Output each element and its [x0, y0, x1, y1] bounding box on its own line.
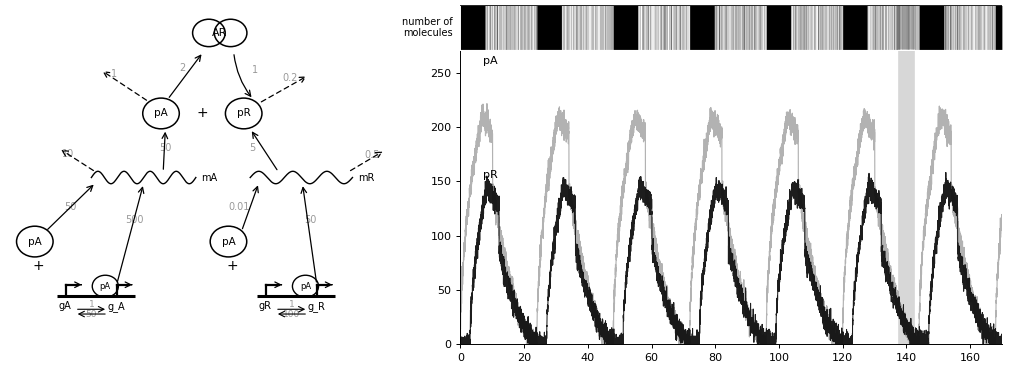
Text: gA: gA — [58, 301, 71, 311]
Text: pA: pA — [482, 56, 496, 66]
Text: 0.5: 0.5 — [364, 150, 380, 160]
Text: pA: pA — [154, 108, 168, 119]
Text: number of
molecules: number of molecules — [401, 16, 452, 38]
Text: 100: 100 — [283, 310, 300, 319]
Text: 1: 1 — [111, 69, 117, 79]
Text: +: + — [225, 259, 238, 273]
Text: 1: 1 — [252, 65, 258, 75]
Text: 50: 50 — [86, 310, 97, 319]
Text: pA: pA — [299, 282, 310, 291]
Text: +: + — [196, 107, 208, 120]
Text: +: + — [32, 259, 44, 273]
Text: 10: 10 — [62, 149, 74, 158]
Text: 5: 5 — [249, 143, 255, 153]
Text: AR: AR — [212, 28, 227, 38]
Text: 1: 1 — [288, 300, 294, 309]
Text: pA: pA — [28, 236, 41, 247]
Text: 1: 1 — [88, 300, 94, 309]
Text: pR: pR — [482, 170, 497, 180]
Text: 2: 2 — [179, 63, 185, 73]
Text: mR: mR — [357, 172, 374, 183]
Text: pR: pR — [237, 108, 251, 119]
Text: 500: 500 — [125, 215, 144, 225]
Text: pA: pA — [221, 236, 236, 247]
Text: 50: 50 — [65, 202, 77, 212]
Text: g_A: g_A — [108, 301, 125, 312]
Text: 50: 50 — [304, 215, 316, 225]
Text: 50: 50 — [159, 143, 171, 153]
Text: pA: pA — [100, 282, 111, 291]
Text: g_R: g_R — [307, 301, 326, 312]
Text: 0.2: 0.2 — [283, 72, 298, 82]
Text: gR: gR — [258, 301, 271, 311]
Text: 0.01: 0.01 — [228, 202, 250, 212]
Text: mA: mA — [201, 172, 217, 183]
